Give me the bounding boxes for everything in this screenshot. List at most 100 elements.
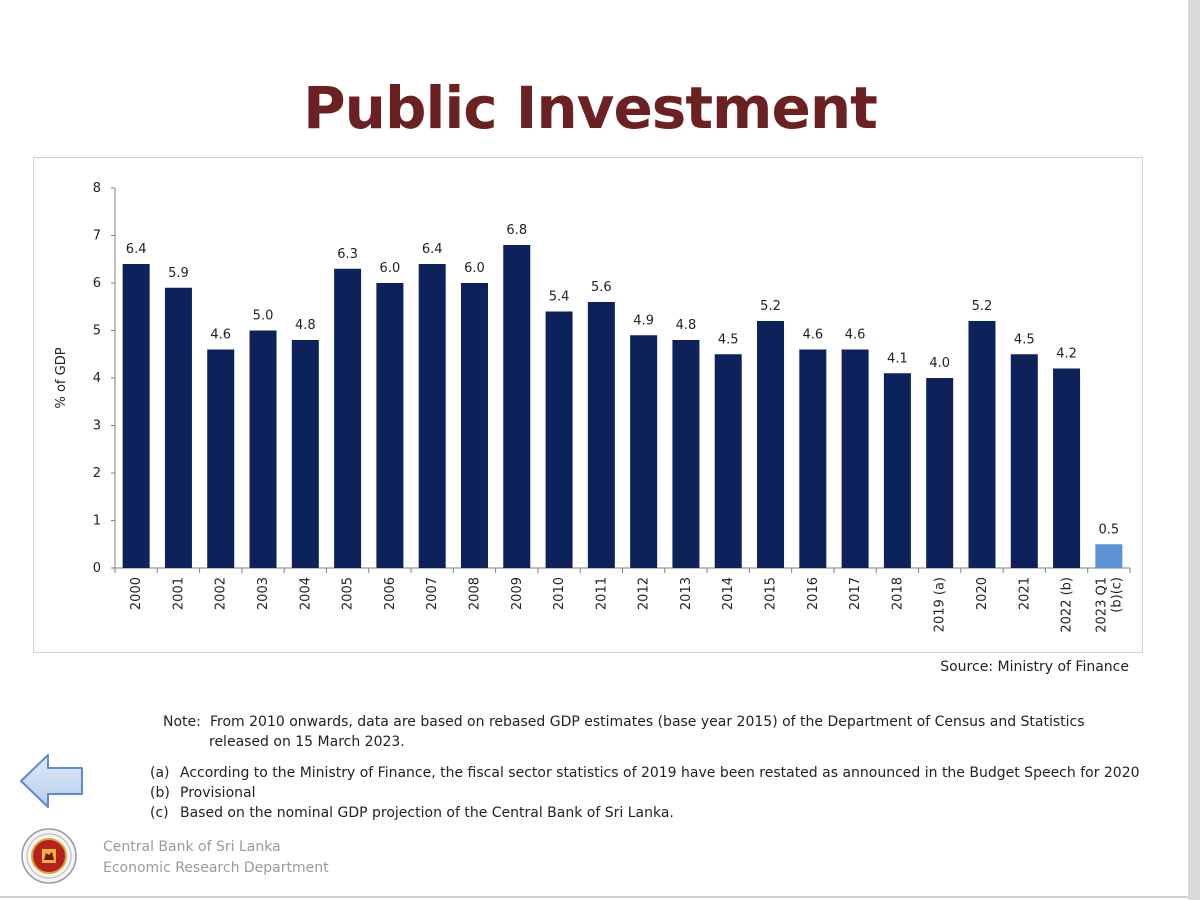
org-info: Central Bank of Sri Lanka Economic Resea… [103,837,329,879]
bar [1053,368,1081,568]
x-tick-label: 2005 [341,577,356,610]
y-tick-label: 3 [93,419,101,434]
bar [164,287,192,568]
bar [207,349,235,568]
x-tick-label: 2004 [298,577,313,610]
slide-title: Public Investment [303,74,878,142]
bar [122,264,150,568]
chart-frame: 0 1 2 3 4 5 6 7 8 % of GDP 6.4 2000 5.9 2001 4.6 2002 5.… [33,157,1143,653]
footnote-text-c: Based on the nominal GDP projection of t… [180,805,674,821]
scrollbar-track [1188,0,1200,900]
bar [376,283,404,568]
bar [249,330,277,568]
bar-value-label: 4.8 [676,318,697,333]
x-tick-label: (b)(c) [1109,577,1124,613]
bar [757,321,785,568]
bar-value-label: 6.4 [422,242,443,257]
bar-chart: 0 1 2 3 4 5 6 7 8 % of GDP 6.4 2000 5.9 2001 4.6 2002 5.… [54,181,1131,633]
bar-value-label: 6.4 [126,242,147,257]
bar [883,373,911,568]
bar-value-label: 4.5 [718,332,739,347]
bar-value-label: 4.0 [929,356,950,371]
bar-value-label: 4.2 [1056,347,1077,362]
footnote-marker-c: (c) [150,805,169,821]
bar-value-label: 5.2 [972,299,993,314]
bar [460,283,488,568]
x-tick-label: 2010 [552,577,567,610]
source-note: Source: Ministry of Finance [940,659,1129,675]
footnote-text-a: According to the Ministry of Finance, th… [180,765,1140,781]
x-tick-label: 2016 [806,577,821,610]
bar-value-label: 6.0 [464,261,485,276]
y-tick-label: 6 [93,276,101,291]
bar [672,340,700,568]
bar-value-label: 5.4 [549,290,570,305]
y-tick-label: 8 [93,181,101,196]
bar-value-label: 4.6 [802,328,823,343]
bar [587,302,615,568]
x-tick-label: 2006 [383,577,398,610]
x-tick-label: 2008 [467,577,482,610]
bar-value-label: 0.5 [1099,522,1120,537]
bar [1010,354,1038,568]
y-axis-title: % of GDP [54,347,69,408]
bar-value-label: 5.6 [591,280,612,295]
bar [841,349,869,568]
bar [926,378,954,568]
central-bank-seal-icon [18,827,80,885]
slide-bottom-border [0,896,1188,898]
x-tick-label: 2018 [890,577,905,610]
note-line-1: From 2010 onwards, data are based on reb… [210,714,1085,730]
x-tick-label: 2009 [510,577,525,610]
bar-value-label: 6.8 [506,223,527,238]
footnote-marker-b: (b) [150,785,170,801]
bar [291,340,319,568]
x-tick-label: 2021 [1017,577,1032,610]
x-tick-label: 2020 [975,577,990,610]
x-tick-label: 2023 Q1 [1094,577,1109,633]
bar-value-label: 4.9 [633,313,654,328]
bar-value-label: 6.0 [380,261,401,276]
org-name: Central Bank of Sri Lanka [103,839,281,855]
left-arrow-icon[interactable] [18,752,86,810]
y-tick-label: 2 [93,466,101,481]
x-tick-label: 2012 [637,577,652,610]
bar-value-label: 4.1 [887,351,908,366]
bar [334,268,362,568]
org-department: Economic Research Department [103,860,329,876]
x-tick-label: 2011 [594,577,609,610]
x-tick-label: 2019 (a) [933,577,948,632]
x-tick-label: 2015 [764,577,779,610]
bar [1095,544,1123,568]
y-tick-label: 0 [93,561,101,576]
y-tick-label: 1 [93,514,101,529]
x-tick-label: 2017 [848,577,863,610]
x-tick-label: 2003 [256,577,271,610]
bar-value-label: 5.9 [168,266,189,281]
x-tick-label: 2002 [214,577,229,610]
bar [418,264,446,568]
bar [630,335,658,568]
x-tick-label: 2013 [679,577,694,610]
bar-value-label: 4.6 [210,328,231,343]
bar-value-label: 5.2 [760,299,781,314]
x-tick-label: 2022 (b) [1060,577,1075,633]
note-line-2: released on 15 March 2023. [209,734,405,750]
bar [799,349,827,568]
x-tick-label: 2014 [721,577,736,610]
note-label: Note: [163,714,201,730]
bar [503,245,531,568]
x-tick-label: 2001 [171,577,186,610]
bar [714,354,742,568]
bar-value-label: 4.5 [1014,332,1035,347]
bar-value-label: 4.6 [845,328,866,343]
footnote-text-b: Provisional [180,785,256,801]
bar-value-label: 4.8 [295,318,316,333]
y-tick-label: 4 [93,371,101,386]
y-tick-label: 5 [93,324,101,339]
bar [968,321,996,568]
y-tick-label: 7 [93,229,101,244]
footnote-marker-a: (a) [150,765,170,781]
x-tick-label: 2007 [425,577,440,610]
bar-value-label: 6.3 [337,247,358,262]
